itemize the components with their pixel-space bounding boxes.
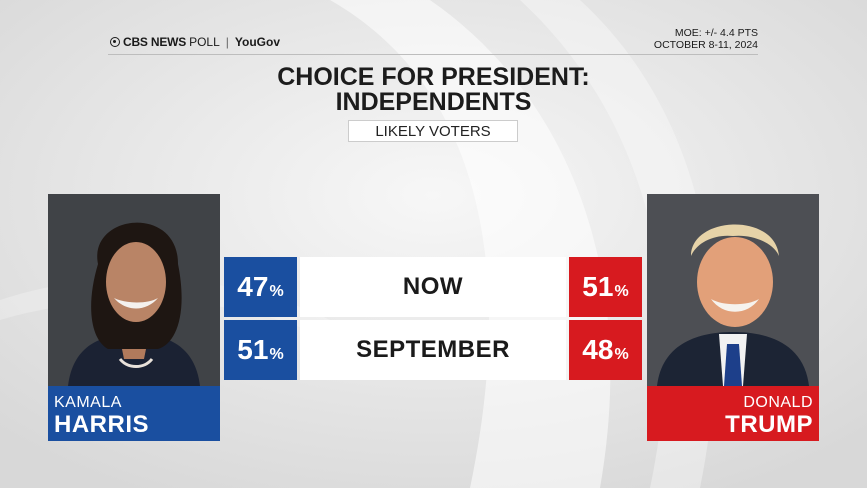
- brand-logo: CBS NEWS POLL | YouGov: [110, 35, 280, 49]
- subtitle-badge: LIKELY VOTERS: [348, 120, 518, 142]
- harris-value: 51: [237, 334, 269, 365]
- brand-poll: POLL: [189, 35, 220, 49]
- trump-value-cell: 51%: [569, 257, 642, 317]
- harris-last-name: HARRIS: [54, 411, 150, 438]
- percent-sign: %: [269, 346, 284, 363]
- harris-value-cell: 47%: [224, 257, 297, 317]
- harris-value-cell: 51%: [224, 320, 297, 380]
- poll-dates: OCTOBER 8-11, 2024: [653, 39, 758, 51]
- chart-title-line1: CHOICE FOR PRESIDENT:: [277, 63, 590, 91]
- harris-photo: [48, 194, 220, 386]
- trump-value-cell: 48%: [569, 320, 642, 380]
- percent-sign: %: [614, 283, 629, 300]
- result-row: 51% SEPTEMBER 48%: [224, 320, 642, 380]
- harris-value: 47: [237, 271, 269, 302]
- trump-value: 51: [582, 271, 614, 302]
- result-row: 47% NOW 51%: [224, 257, 642, 317]
- chart-title-line2: INDEPENDENTS: [335, 88, 532, 116]
- header-rule: [108, 54, 758, 55]
- trump-first-name: DONALD: [743, 394, 813, 411]
- trump-last-name: TRUMP: [725, 411, 813, 438]
- moe-text: MOE: +/- 4.4 PTS: [674, 27, 758, 39]
- brand-yougov: YouGov: [234, 35, 281, 49]
- percent-sign: %: [269, 283, 284, 300]
- harris-namecard: KAMALA HARRIS: [48, 386, 220, 441]
- harris-first-name: KAMALA: [54, 394, 122, 411]
- cbs-eye-icon: [110, 37, 120, 47]
- trump-value: 48: [582, 334, 614, 365]
- row-label: SEPTEMBER: [300, 320, 566, 380]
- trump-namecard: DONALD TRUMP: [647, 386, 819, 441]
- poll-metadata: MOE: +/- 4.4 PTS OCTOBER 8-11, 2024: [654, 27, 758, 51]
- row-label: NOW: [300, 257, 566, 317]
- trump-photo: [647, 194, 819, 386]
- percent-sign: %: [614, 346, 629, 363]
- brand-separator: |: [225, 35, 229, 49]
- brand-cbs: CBS NEWS: [123, 35, 187, 49]
